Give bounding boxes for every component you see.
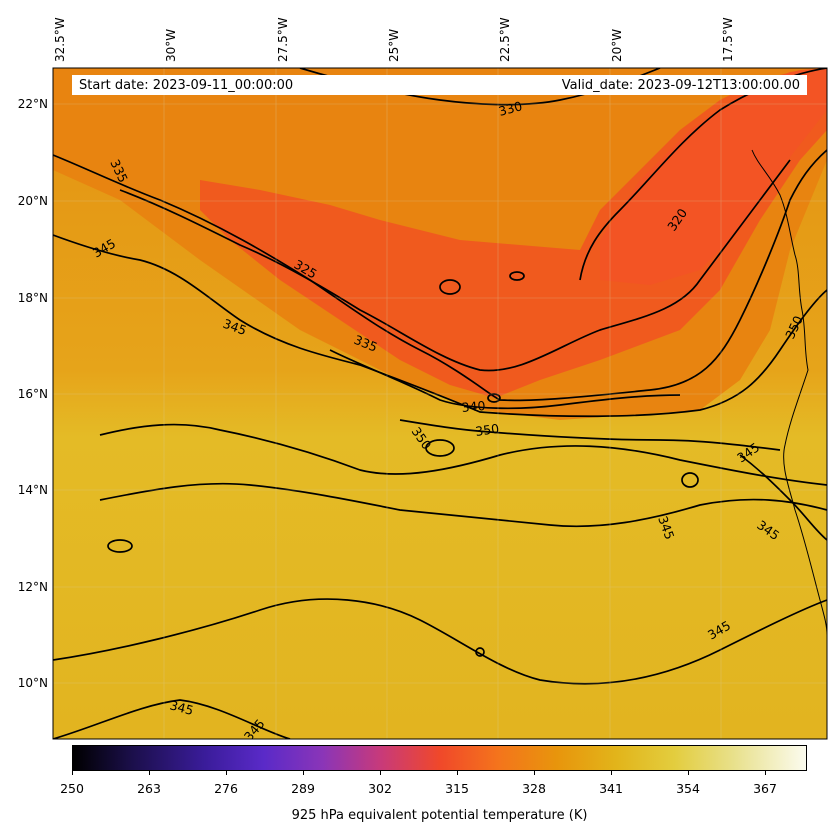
colorbar-tick-label: 315	[445, 781, 469, 796]
lat-label: 18°N	[17, 291, 48, 305]
lon-label: 30°W	[164, 28, 178, 62]
colorbar-tick	[688, 771, 689, 775]
contour-350	[399, 419, 781, 451]
lon-label: 32.5°W	[53, 17, 67, 62]
island	[107, 539, 133, 553]
colorbar-tick	[765, 771, 766, 775]
map-frame	[52, 67, 828, 740]
contour-label: 330	[497, 98, 524, 119]
colorbar-tick	[380, 771, 381, 775]
colorbar-tick	[226, 771, 227, 775]
colorbar-tick-label: 250	[60, 781, 84, 796]
colorbar-tick	[303, 771, 304, 775]
warm-core-inner	[600, 68, 827, 285]
lat-label: 22°N	[17, 97, 48, 111]
contour-345-band	[99, 423, 827, 486]
lat-label: 16°N	[17, 387, 48, 401]
colorbar-tick-label: 341	[599, 781, 623, 796]
lat-label: 12°N	[17, 580, 48, 594]
lon-label: 20°W	[610, 28, 624, 62]
info-bar: Start date: 2023-09-11_00:00:00 Valid_da…	[72, 75, 807, 95]
contour-345-east	[739, 454, 827, 541]
colorbar-tick	[72, 771, 73, 775]
contour-325	[119, 159, 791, 372]
lon-label: 17.5°W	[721, 17, 735, 62]
contour-345-south	[53, 598, 827, 685]
lon-label: 25°W	[387, 28, 401, 62]
island	[487, 393, 501, 403]
colorbar-tick-label: 367	[753, 781, 777, 796]
lat-label: 10°N	[17, 676, 48, 690]
contour-345-middle	[99, 482, 827, 528]
lat-label: 14°N	[17, 483, 48, 497]
island	[475, 647, 485, 657]
lat-label: 20°N	[17, 194, 48, 208]
colorbar-label: 925 hPa equivalent potential temperature…	[291, 808, 588, 823]
colorbar-tick-label: 263	[137, 781, 161, 796]
colorbar-tick-label: 289	[291, 781, 315, 796]
colorbar-tick-label: 276	[214, 781, 238, 796]
valid-date-text: Valid_date: 2023-09-12T13:00:00.00	[561, 78, 800, 93]
contour-label: 340	[461, 398, 486, 415]
lon-label: 27.5°W	[276, 17, 290, 62]
colorbar	[72, 745, 807, 771]
colorbar-tick-label: 354	[676, 781, 700, 796]
contour-340	[329, 349, 681, 410]
contour-label: 345	[168, 697, 195, 718]
colorbar-tick-label: 302	[368, 781, 392, 796]
colorbar-tick	[534, 771, 535, 775]
island	[439, 279, 461, 295]
colorbar-tick	[457, 771, 458, 775]
colorbar-tick-label: 328	[522, 781, 546, 796]
island	[425, 439, 455, 457]
contour-345-north	[53, 234, 827, 418]
gridlines	[53, 68, 827, 739]
island	[509, 271, 525, 281]
colorbar-tick	[149, 771, 150, 775]
africa-coastline	[751, 149, 827, 636]
colorbar-tick	[611, 771, 612, 775]
island	[681, 472, 699, 488]
lon-label: 22.5°W	[498, 17, 512, 62]
contour-label: 350	[474, 421, 500, 439]
contour-345-bottom	[53, 699, 291, 739]
start-date-text: Start date: 2023-09-11_00:00:00	[79, 78, 294, 93]
